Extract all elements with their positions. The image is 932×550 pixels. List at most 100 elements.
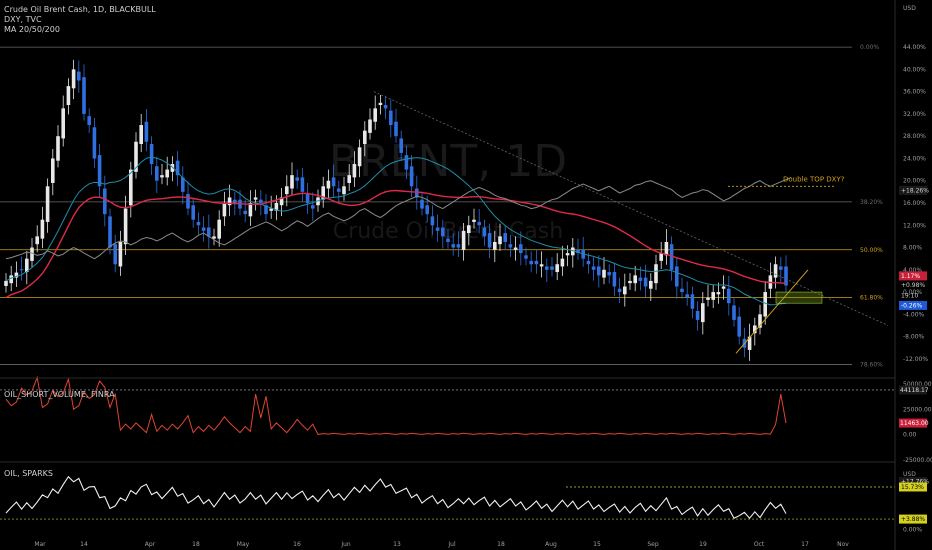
candle-body <box>461 230 466 250</box>
candle-body <box>305 194 310 203</box>
candle-body <box>25 258 29 273</box>
candle-body <box>654 264 658 284</box>
candle-body <box>337 188 341 192</box>
sparks-pane-label[interactable]: OIL, SPARKS <box>4 469 53 478</box>
uptrend-line <box>735 269 809 354</box>
candle-body <box>633 275 637 284</box>
candle-body <box>279 197 284 206</box>
candle-body <box>753 325 757 334</box>
target-zone <box>775 291 823 304</box>
candle-body <box>363 130 367 144</box>
candle-body <box>675 266 679 287</box>
volume-level-text: 44118.17 <box>900 387 929 394</box>
sparks-low-text: +3.88% <box>901 516 925 523</box>
candle-body <box>181 177 185 192</box>
candle-body <box>508 244 513 248</box>
x-tick-label: 18 <box>497 541 505 548</box>
x-tick-label: Oct <box>754 541 765 548</box>
change-label: +0.98% <box>901 282 925 289</box>
candle-body <box>191 205 195 220</box>
volume-tick-label: 25000.00 <box>903 406 932 413</box>
short-volume-pane[interactable] <box>0 375 895 435</box>
candle-body <box>113 244 117 265</box>
candle-body <box>643 277 648 287</box>
y-tick-label: 4.00% <box>903 267 922 274</box>
y-tick-label: 44.00% <box>903 44 926 51</box>
candle-body <box>779 266 783 270</box>
candle-body <box>451 244 455 248</box>
candle-body <box>430 216 435 226</box>
candle-body <box>513 247 518 250</box>
candle-body <box>71 69 76 89</box>
candle-body <box>607 272 611 276</box>
y-tick-label: 36.00% <box>903 89 926 96</box>
currency-label: USD <box>903 5 916 12</box>
candle-body <box>30 247 34 261</box>
candle-body <box>92 127 97 159</box>
ma-label[interactable]: MA 20/50/200 <box>4 25 60 34</box>
fib-label: 61.80% <box>860 295 883 302</box>
candle-body <box>82 77 86 114</box>
candle-body <box>14 272 19 278</box>
candle-body <box>435 227 440 231</box>
y-tick-label: 20.00% <box>903 178 926 185</box>
x-tick-label: Aug <box>545 541 557 548</box>
countdown-label: 19:10 <box>901 292 918 299</box>
fib-label: 78.60% <box>860 361 883 368</box>
candle-body <box>51 158 55 183</box>
candle-body <box>664 241 669 256</box>
ma20-line <box>5 156 787 306</box>
candle-body <box>623 286 627 295</box>
candle-body <box>773 264 778 278</box>
dxy-overlay-label[interactable]: DXY, TVC <box>4 15 42 24</box>
candle-body <box>565 253 570 256</box>
candle-body <box>383 105 388 109</box>
x-tick-label: Nov <box>837 541 849 548</box>
candle-body <box>550 266 554 270</box>
volume-level-badge <box>899 385 927 395</box>
candle-body <box>285 186 289 195</box>
volume-tick-label: -25000.00 <box>903 457 932 464</box>
candle-body <box>217 219 221 239</box>
ma50-line <box>5 189 787 299</box>
candle-body <box>368 119 372 133</box>
candle-body <box>207 227 211 237</box>
x-tick-label: May <box>237 541 250 548</box>
candle-body <box>732 305 736 320</box>
candle-body <box>441 227 445 237</box>
candle-body <box>597 266 601 276</box>
candle-body <box>40 219 45 239</box>
candle-body <box>77 71 81 81</box>
candle-body <box>586 260 591 265</box>
symbol-title[interactable]: Crude Oil Brent Cash, 1D, BLACKBULL <box>4 5 156 14</box>
y-tick-label: 16.00% <box>903 200 926 207</box>
x-tick-label: Jul <box>447 541 456 548</box>
candle-body <box>539 264 544 267</box>
candle-body <box>534 260 539 265</box>
candle-body <box>524 255 528 259</box>
x-tick-label: Jun <box>340 541 351 548</box>
candle-body <box>612 272 617 287</box>
sparks-low-badge <box>899 514 927 524</box>
x-tick-label: 19 <box>699 541 707 548</box>
candle-body <box>129 169 133 206</box>
volume-pane-label[interactable]: OIL_SHORT_VOLUME, FINRA <box>4 390 115 399</box>
y-tick-label: 12.00% <box>903 222 926 229</box>
last-price-badge-text: 1.17% <box>901 273 920 280</box>
candle-body <box>87 116 91 126</box>
sparks-top-text: +17.76% <box>901 478 929 485</box>
candle-body <box>118 241 123 267</box>
candle-body <box>758 314 762 328</box>
sparks-currency: USD <box>903 471 916 478</box>
sparks-pane[interactable] <box>0 475 895 520</box>
candle-body <box>144 121 149 142</box>
candle-body <box>690 294 695 309</box>
ma-price-badge <box>899 300 927 310</box>
candle-body <box>123 208 128 245</box>
legend: Crude Oil Brent Cash, 1D, BLACKBULL DXY,… <box>4 5 156 35</box>
candle-body <box>326 180 331 189</box>
candle-body <box>415 188 419 198</box>
